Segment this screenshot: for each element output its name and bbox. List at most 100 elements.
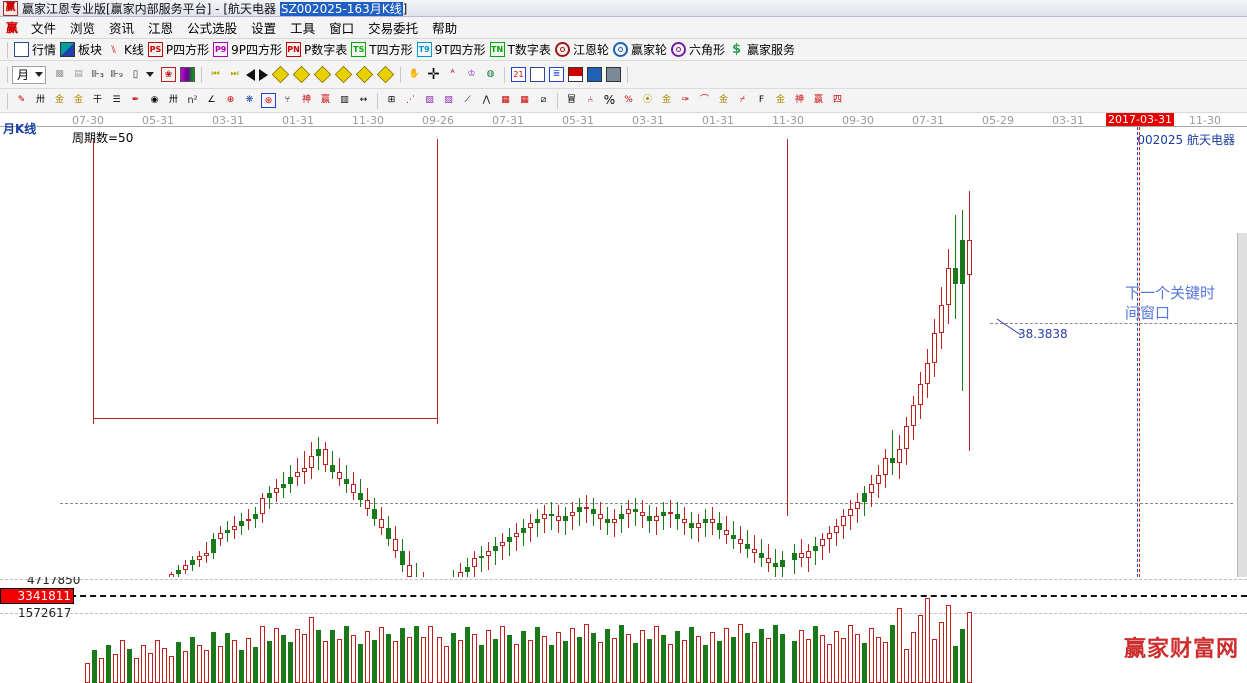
tool-sector[interactable]: 板块 [58,41,104,59]
btn-arc[interactable]: ⌒ [695,92,714,110]
btn-print[interactable] [604,66,623,84]
tool-winner-wheel[interactable]: 赢家轮 [611,41,669,59]
btn-first[interactable]: ⏮ [206,66,225,84]
tool-t-number[interactable]: TN T数字表 [488,41,553,59]
tool-kline[interactable]: ⑊ K线 [104,41,146,59]
btn-si-slope[interactable]: 四 [828,92,847,110]
btn-export[interactable] [585,66,604,84]
tool-9t-square[interactable]: T9 9T四方形 [415,41,488,59]
tool-gann-wheel[interactable]: 江恩轮 [553,41,611,59]
btn-grid-b[interactable]: ▦ [515,92,534,110]
btn-zigzag[interactable]: ⋀ [477,92,496,110]
btn-gold-circle[interactable]: ⦿ [638,92,657,110]
btn-calendar[interactable]: 21 [509,66,528,84]
btn-target3[interactable]: ⊛ [259,92,278,110]
btn-gold2[interactable]: 金 [714,92,733,110]
volume-area[interactable]: 4717850 3341811 1572617 赢家财富网 [0,577,1247,683]
btn-shen-slope[interactable]: 神 [790,92,809,110]
btn-fan[interactable]: ♔ [462,66,481,84]
btn-prev[interactable] [244,66,257,84]
chevron-down-icon[interactable] [146,72,154,77]
btn-clipboard[interactable]: ▤ [69,66,88,84]
btn-span[interactable]: ↔ [354,92,373,110]
btn-cycle[interactable]: ▩ [50,66,69,84]
btn-nav-right[interactable] [291,66,312,84]
btn-pen[interactable]: ✎ [12,92,31,110]
btn-target[interactable]: ⊕ [221,92,240,110]
btn-f-slope[interactable]: F [752,92,771,110]
btn-nav-cross[interactable] [354,66,375,84]
btn-n2[interactable]: n² [183,92,202,110]
btn-nav-all[interactable] [375,66,396,84]
btn-gold-grid2[interactable]: 金 [69,92,88,110]
menu-item-browse[interactable]: 浏览 [63,16,102,39]
btn-percent2[interactable]: % [619,92,638,110]
btn-percent[interactable]: % [600,92,619,110]
tool-t-square[interactable]: TS T四方形 [349,41,414,59]
btn-color-flag[interactable] [178,66,197,84]
btn-cross-line[interactable]: ⧄ [534,92,553,110]
tool-9p-square[interactable]: P9 9P四方形 [211,41,284,59]
menu-item-formula[interactable]: 公式选股 [180,16,244,39]
tool-p-number[interactable]: PN P数字表 [284,41,349,59]
tool-hexagon[interactable]: 六角形 [669,41,727,59]
btn-nav-expand[interactable] [333,66,354,84]
btn-pen2[interactable]: ✒ [126,92,145,110]
menu-item-gann[interactable]: 江恩 [141,16,180,39]
menu-item-file[interactable]: 文件 [24,16,63,39]
price-plot[interactable]: 下一个关键时 间窗口 新的循环启动 38.3838 50 100 150 $$$… [0,127,1247,577]
btn-square-net[interactable]: ▨ [420,92,439,110]
btn-report[interactable]: ≣ [547,66,566,84]
btn-bar3[interactable]: ⊪₃ [88,66,107,84]
menu-item-settings[interactable]: 设置 [244,16,283,39]
btn-j-slope[interactable]: ⌿ [733,92,752,110]
btn-target2[interactable]: ❋ [240,92,259,110]
btn-spiral[interactable]: ☰ [107,92,126,110]
btn-gold-line[interactable]: 金 [657,92,676,110]
btn-save[interactable] [566,66,585,84]
btn-last[interactable]: ⏭ [225,66,244,84]
btn-box-net[interactable]: ▧ [439,92,458,110]
btn-brain[interactable]: ◍ [481,66,500,84]
menu-item-trade[interactable]: 交易委托 [361,16,425,39]
btn-next[interactable] [257,66,270,84]
period-selector[interactable]: 月 [12,66,46,84]
menu-item-tools[interactable]: 工具 [283,16,322,39]
btn-grid-lines[interactable]: 卅 [31,92,50,110]
menu-item-help[interactable]: 帮助 [425,16,464,39]
btn-table[interactable] [528,66,547,84]
btn-gold3[interactable]: 金 [771,92,790,110]
btn-pattern[interactable]: ❀ [159,66,178,84]
btn-percent-slope[interactable]: ⑃ [581,92,600,110]
tool-p-square[interactable]: PS P四方形 [146,41,211,59]
btn-pointer-a[interactable]: ᴬ [443,66,462,84]
btn-piano[interactable]: ▥ [335,92,354,110]
btn-fan-red[interactable]: ⋰ [401,92,420,110]
btn-ying-slope[interactable]: 赢 [809,92,828,110]
btn-nav-updown[interactable] [312,66,333,84]
btn-wave[interactable]: ⑂ [278,92,297,110]
btn-box[interactable]: ⊞ [382,92,401,110]
menu-item-news[interactable]: 资讯 [102,16,141,39]
tool-winner-service[interactable]: $ 赢家服务 [727,41,797,59]
btn-bar9[interactable]: ⊪₉ [107,66,126,84]
btn-shen[interactable]: 神 [297,92,316,110]
btn-angle[interactable]: ∠ [202,92,221,110]
btn-candle[interactable]: ▯ [126,66,145,84]
menu-item-window[interactable]: 窗口 [322,16,361,39]
btn-gold-grid1[interactable]: 金 [50,92,69,110]
vertical-scrollbar[interactable] [1237,233,1247,577]
btn-crosshair[interactable]: ✛ [424,66,443,84]
btn-ying[interactable]: 赢 [316,92,335,110]
btn-hash[interactable]: 卅 [164,92,183,110]
btn-nav-left[interactable] [270,66,291,84]
tool-market[interactable]: 行情 [12,41,58,59]
btn-hand[interactable]: ✋ [405,66,424,84]
btn-slope[interactable]: ⟋ [458,92,477,110]
btn-ladder[interactable]: 冒 [562,92,581,110]
btn-circle-grid[interactable]: ◉ [145,92,164,110]
btn-grid-a[interactable]: ▦ [496,92,515,110]
btn-f-grid[interactable]: 干 [88,92,107,110]
btn-ink-pen[interactable]: ✑ [676,92,695,110]
